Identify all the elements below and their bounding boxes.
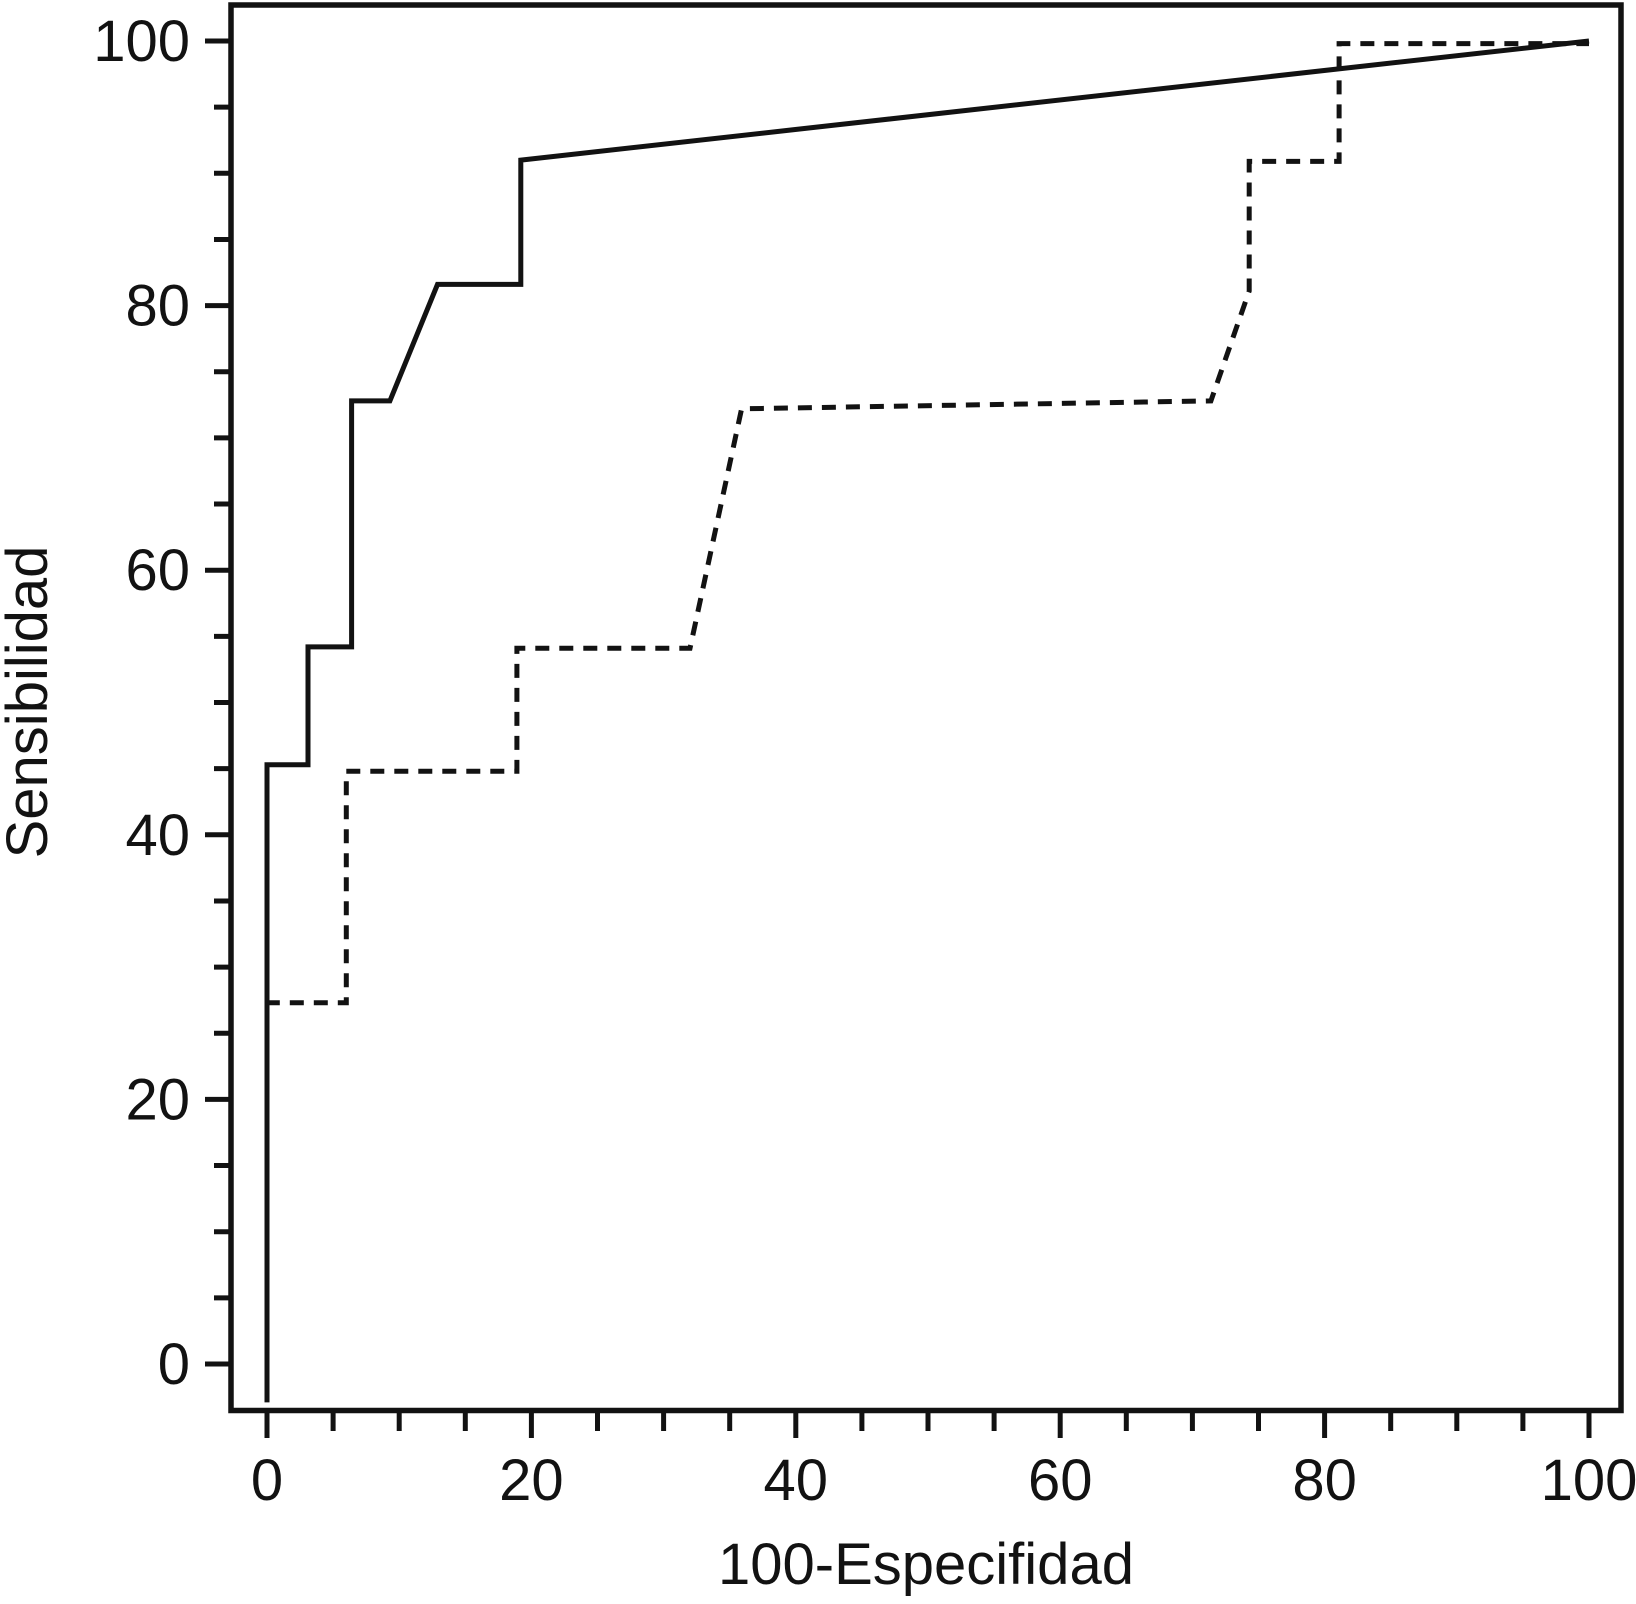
y-axis-tick-label: 0	[158, 1332, 190, 1397]
x-axis-tick-label: 40	[764, 1448, 829, 1513]
y-axis-tick-label: 100	[93, 9, 190, 74]
y-axis-tick-label: 60	[125, 538, 190, 603]
y-axis-tick-label: 80	[125, 274, 190, 339]
roc-curve-dashed	[264, 41, 1589, 1364]
plot-frame	[228, 2, 1624, 1414]
x-axis-tick-label: 0	[251, 1448, 283, 1513]
y-axis-tick-label: 20	[125, 1067, 190, 1132]
y-axis-tick-label: 40	[125, 803, 190, 868]
y-axis-ticks	[205, 38, 231, 1367]
x-axis-tick-label: 80	[1292, 1448, 1357, 1513]
x-axis-tick-labels: 0 20 40 60 80 100	[251, 1448, 1636, 1513]
x-axis-ticks	[264, 1411, 1592, 1438]
y-axis-title: Sensibilidad	[0, 546, 60, 859]
roc-curves	[264, 38, 1590, 1403]
x-axis-tick-label: 20	[499, 1448, 564, 1513]
x-axis-tick-label: 100	[1541, 1448, 1636, 1513]
y-axis-tick-labels: 0 20 40 60 80 100	[93, 9, 190, 1397]
x-axis-tick-label: 60	[1028, 1448, 1093, 1513]
roc-curve-solid	[264, 38, 1590, 1403]
x-axis-title: 100-Especifidad	[718, 1532, 1134, 1597]
